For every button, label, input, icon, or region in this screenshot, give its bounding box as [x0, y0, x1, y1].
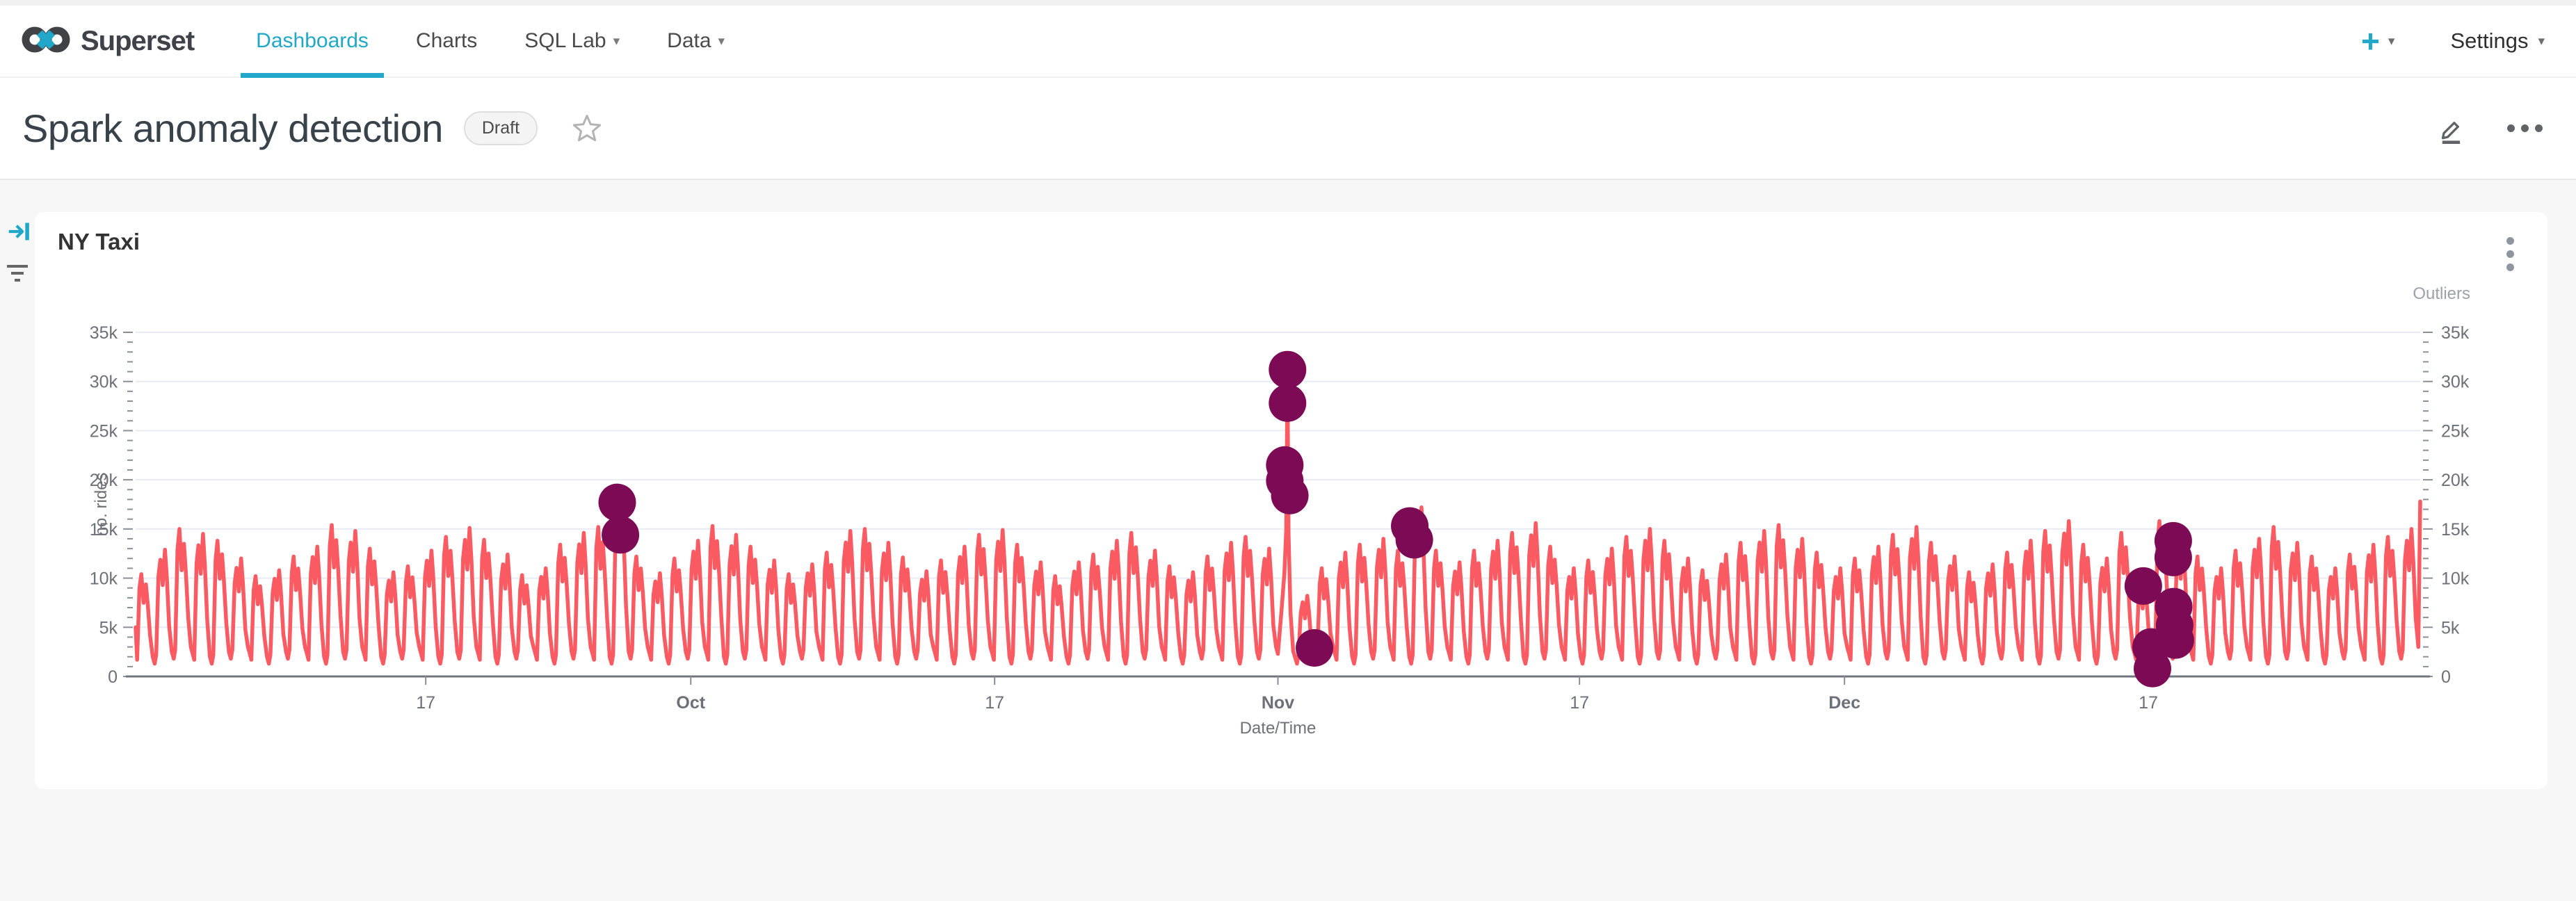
svg-text:5k: 5k: [2441, 618, 2460, 638]
svg-text:35k: 35k: [90, 323, 118, 343]
svg-text:no. rides: no. rides: [92, 472, 111, 536]
window-top-strip: [0, 0, 2576, 6]
svg-text:20k: 20k: [2441, 471, 2470, 490]
chevron-down-icon: ▾: [2388, 33, 2395, 49]
svg-text:25k: 25k: [90, 421, 118, 441]
svg-text:35k: 35k: [2441, 323, 2470, 343]
nav-item-data[interactable]: Data ▾: [667, 29, 725, 52]
svg-text:25k: 25k: [2441, 421, 2470, 441]
chart-title: NY Taxi: [58, 229, 140, 254]
chart-card: NY Taxi 0 0 5k 5k 10k 10k 15k 15k 20k 20k 25k 25k 30…: [35, 212, 2547, 789]
settings-menu[interactable]: Settings ▾: [2450, 29, 2545, 53]
dashboard-body: NY Taxi 0 0 5k 5k 10k 10k 15k 15k 20k 20k 25k 25k 30…: [0, 180, 2576, 900]
navbar-right: + ▾ Settings ▾: [2361, 6, 2576, 76]
star-icon: [572, 114, 602, 141]
svg-text:0: 0: [108, 667, 118, 687]
svg-text:15k: 15k: [2441, 520, 2470, 539]
ellipsis-icon: [2507, 124, 2515, 132]
superset-logo-icon: [21, 24, 71, 59]
chart-kebab-menu-button[interactable]: [2502, 233, 2518, 275]
pencil-icon: [2441, 121, 2461, 144]
plus-icon: +: [2361, 23, 2380, 59]
nav-item-sql-lab[interactable]: SQL Lab ▾: [524, 29, 620, 52]
svg-text:15k: 15k: [90, 520, 118, 539]
chevron-down-icon: ▾: [718, 33, 725, 49]
collapse-filters-button[interactable]: [7, 265, 28, 282]
expand-filter-bar-button[interactable]: [7, 219, 32, 247]
svg-text:30k: 30k: [90, 373, 118, 392]
svg-text:Outliers: Outliers: [2413, 284, 2470, 303]
svg-text:Nov: Nov: [1262, 693, 1294, 713]
svg-text:17: 17: [1570, 693, 1589, 713]
main-nav: Dashboards Charts SQL Lab ▾ Data ▾: [232, 6, 748, 78]
dashboard-header: Spark anomaly detection Draft: [0, 78, 2576, 180]
nav-item-charts[interactable]: Charts: [415, 29, 478, 52]
brand[interactable]: Superset: [21, 6, 195, 76]
chart-canvas: 0 0 5k 5k 10k 10k 15k 15k 20k 20k 25k 25k 30k 30k 35k 3…: [90, 284, 2470, 738]
chevron-down-icon: ▾: [613, 33, 620, 49]
navbar: Superset Dashboards Charts SQL Lab ▾ Dat…: [0, 6, 2576, 78]
svg-text:30k: 30k: [2441, 373, 2470, 392]
new-item-button[interactable]: + ▾: [2361, 25, 2394, 57]
svg-text:17: 17: [2139, 693, 2158, 713]
svg-text:17: 17: [416, 693, 435, 713]
svg-text:17: 17: [985, 693, 1004, 713]
favorite-star-button[interactable]: [571, 113, 603, 145]
svg-text:Dec: Dec: [1828, 693, 1860, 713]
svg-text:10k: 10k: [2441, 569, 2470, 589]
brand-name: Superset: [81, 25, 195, 56]
svg-text:Date/Time: Date/Time: [1240, 719, 1317, 738]
more-options-button[interactable]: [2507, 124, 2543, 132]
kebab-icon: [2506, 237, 2514, 245]
filter-icon: [7, 265, 28, 268]
page-title: Spark anomaly detection: [22, 106, 443, 150]
arrow-to-bar-icon: [8, 222, 29, 241]
svg-text:Oct: Oct: [676, 693, 705, 713]
header-actions: [2436, 113, 2576, 144]
nav-item-dashboards[interactable]: Dashboards: [232, 6, 392, 78]
edit-dashboard-button[interactable]: [2436, 113, 2467, 144]
status-badge: Draft: [463, 111, 538, 145]
svg-text:10k: 10k: [90, 569, 118, 589]
chevron-down-icon: ▾: [2538, 33, 2545, 49]
svg-text:0: 0: [2441, 667, 2451, 687]
svg-text:5k: 5k: [99, 618, 118, 638]
svg-text:20k: 20k: [90, 471, 118, 490]
